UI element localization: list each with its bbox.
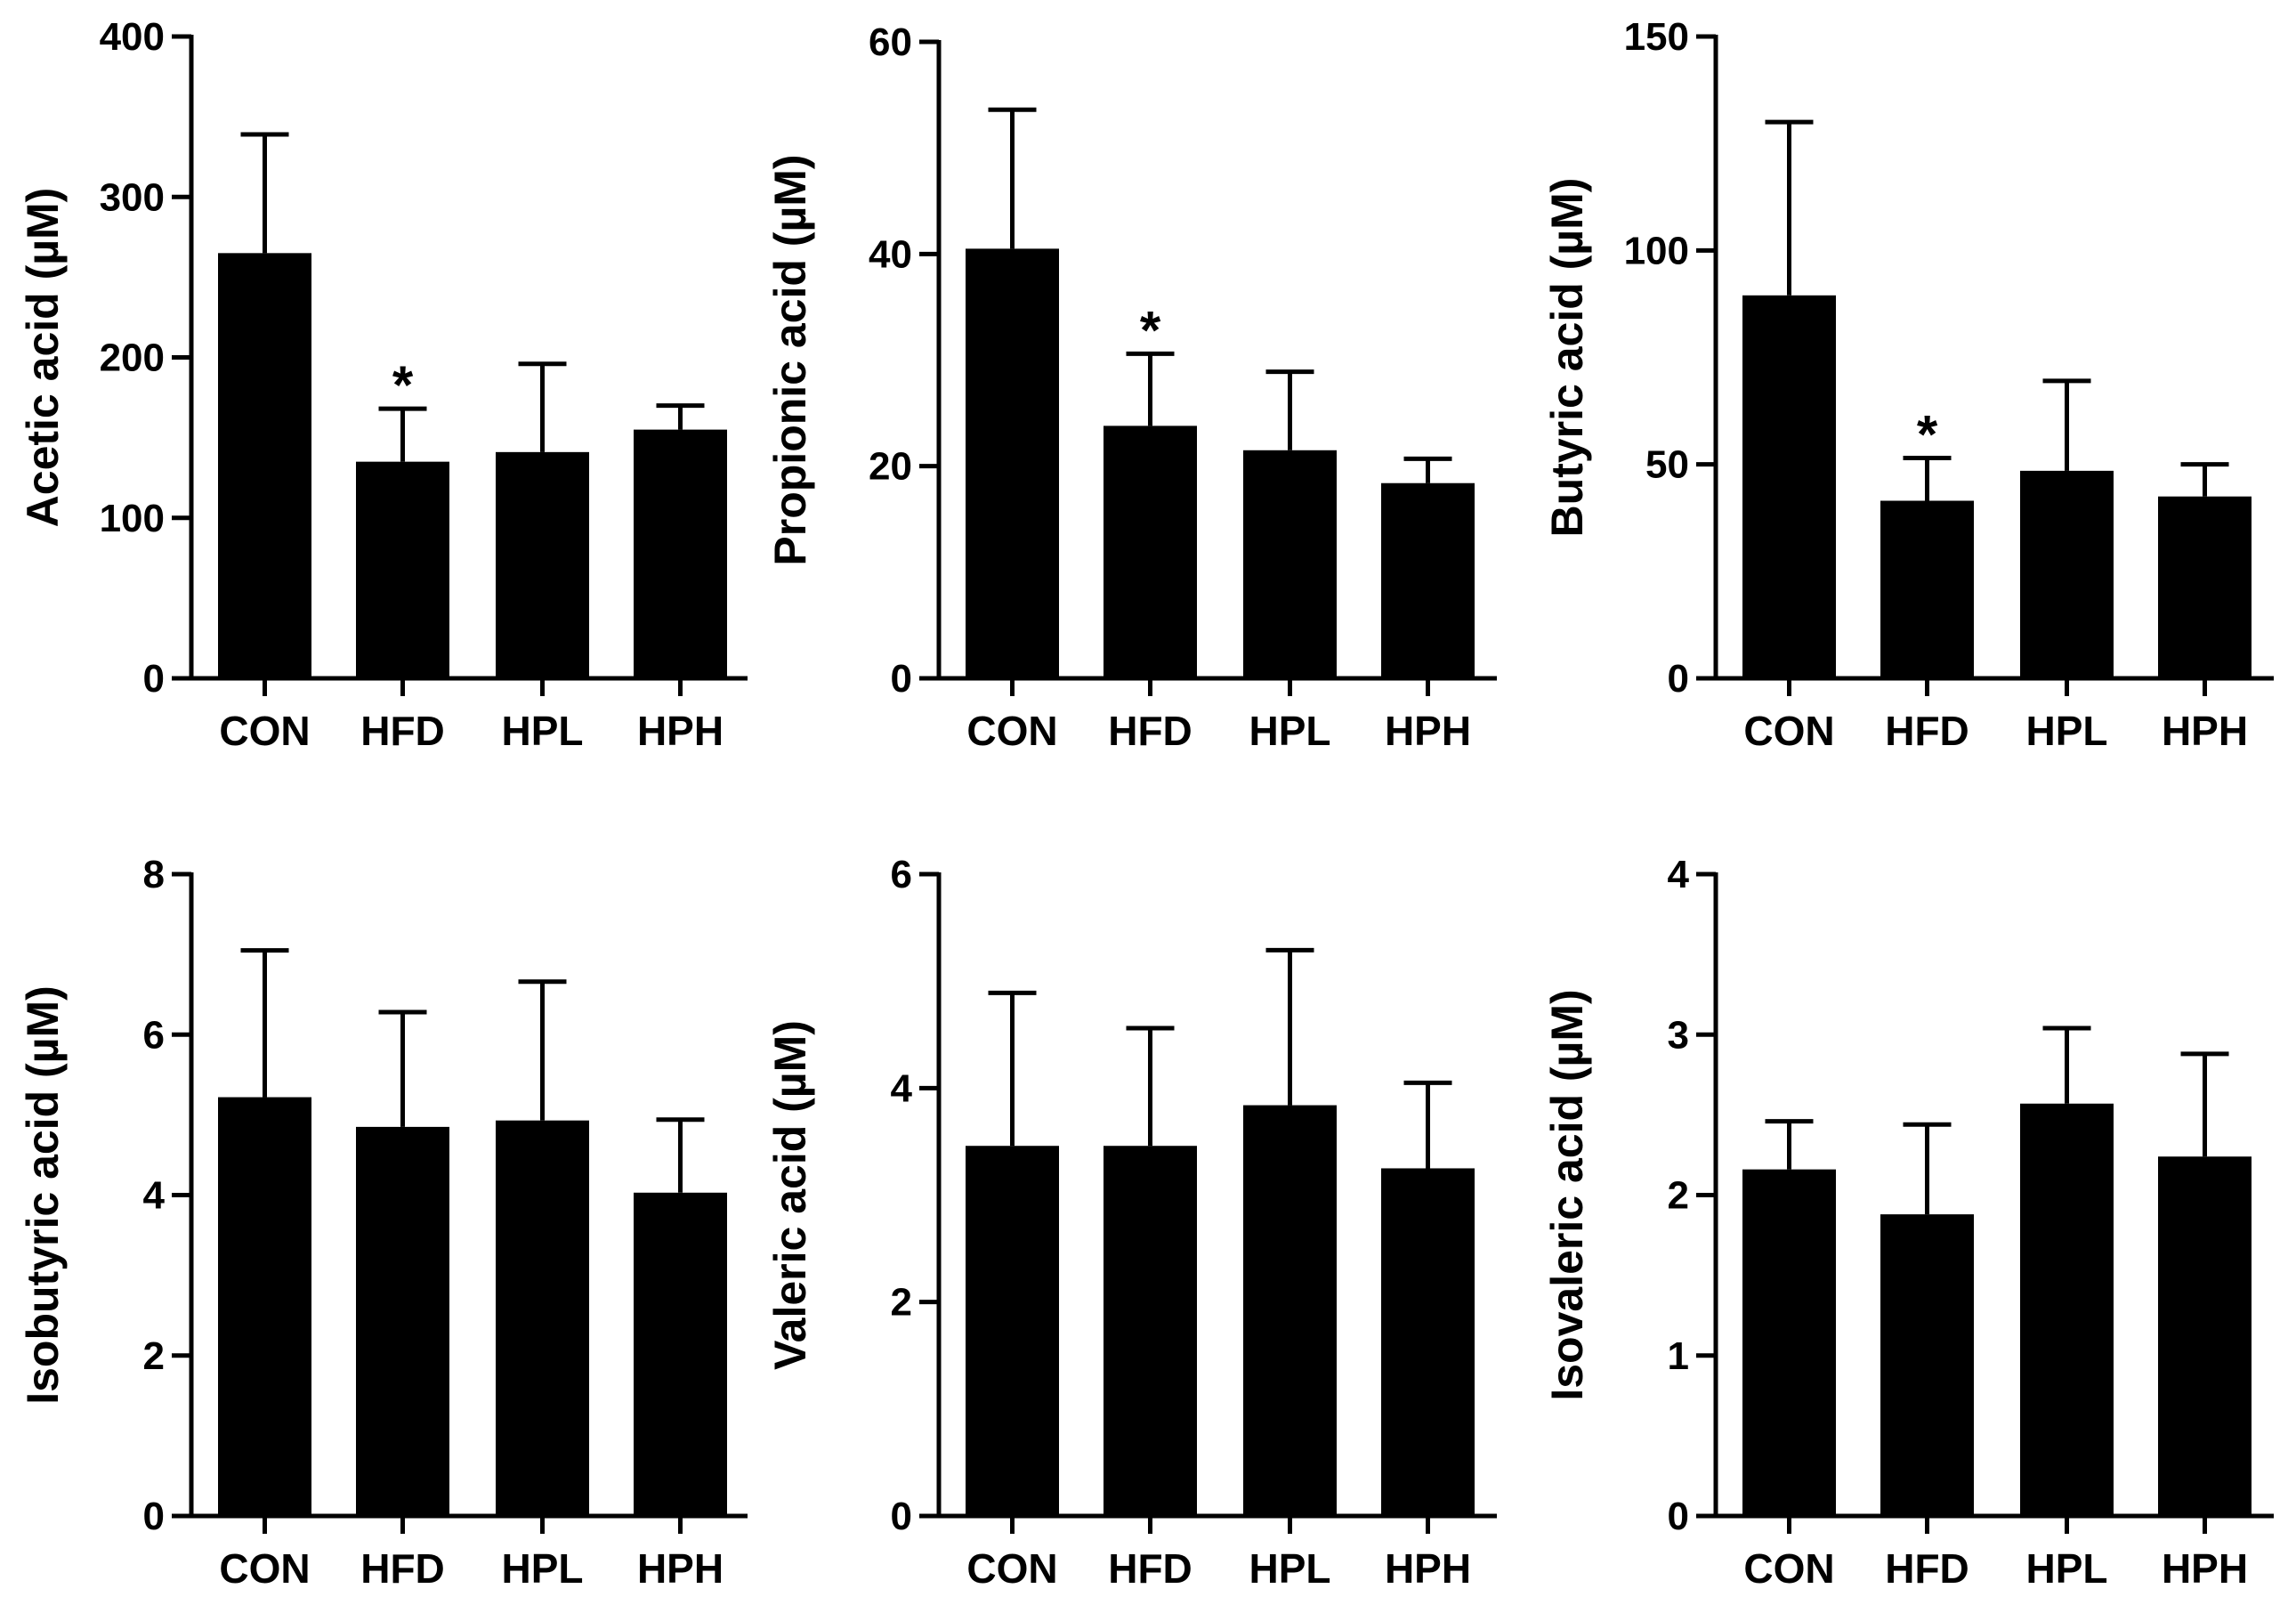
- x-tick-label-hpl: HPL: [502, 1545, 584, 1592]
- y-tick-label: 8: [143, 853, 165, 896]
- y-axis-title: Propionic acid (µM): [765, 154, 815, 565]
- y-tick-label: 2: [891, 1281, 912, 1325]
- bar-hph: [2158, 1156, 2252, 1516]
- y-tick-label: 6: [143, 1013, 165, 1057]
- x-tick-label-hpl: HPL: [1249, 1545, 1331, 1592]
- y-tick-label: 4: [143, 1174, 166, 1218]
- y-tick-label: 0: [143, 657, 165, 701]
- y-tick-label: 0: [143, 1495, 165, 1538]
- y-tick-label: 4: [891, 1066, 913, 1110]
- y-tick-label: 150: [1624, 15, 1689, 59]
- bar-hfd: [1104, 1146, 1197, 1516]
- bar-hfd: [356, 1126, 449, 1516]
- x-tick-label-hpl: HPL: [502, 708, 584, 754]
- bar-hph: [1381, 482, 1475, 678]
- y-axis-title: Isobutyric acid (µM): [18, 985, 68, 1405]
- x-tick-label-hfd: HFD: [360, 1545, 445, 1592]
- bar-con: [1742, 295, 1836, 678]
- y-axis-title: Acetic acid (µM): [18, 188, 68, 528]
- y-tick-label: 50: [1645, 443, 1689, 487]
- bar-hph: [634, 1192, 727, 1516]
- bar-hfd: [1880, 500, 1974, 678]
- x-tick-label-hph: HPH: [637, 708, 724, 754]
- bar-hpl: [2020, 1103, 2114, 1516]
- x-tick-label-hph: HPH: [637, 1545, 724, 1592]
- y-tick-label: 1: [1668, 1334, 1689, 1378]
- bar-hph: [1381, 1168, 1475, 1516]
- x-tick-label-con: CON: [219, 708, 310, 754]
- x-tick-label-hfd: HFD: [1885, 708, 1969, 754]
- x-tick-label-con: CON: [966, 708, 1057, 754]
- x-tick-label-hph: HPH: [2162, 1545, 2248, 1592]
- y-axis-title: Butyric acid (µM): [1542, 178, 1592, 538]
- y-tick-label: 100: [100, 497, 165, 540]
- bar-hpl: [2020, 470, 2114, 678]
- x-tick-label-con: CON: [1743, 708, 1834, 754]
- y-tick-label: 100: [1624, 229, 1689, 272]
- y-tick-label: 40: [869, 232, 912, 276]
- bar-con: [218, 1097, 311, 1516]
- x-tick-label-hfd: HFD: [1108, 708, 1192, 754]
- chart-panel-6: CON HFD HPL HPH 0 1 2 3 4 Isovaleric acid (µM): [1542, 853, 2274, 1592]
- y-tick-label: 3: [1668, 1013, 1689, 1057]
- y-tick-label: 0: [891, 1495, 912, 1538]
- y-tick-label: 400: [100, 15, 165, 59]
- chart-panel-4: CON HFD HPL HPH 0 2 4 6 8 Isobutyric acid (µM): [18, 853, 748, 1592]
- x-tick-label-hpl: HPL: [2026, 1545, 2108, 1592]
- y-tick-label: 60: [869, 20, 912, 64]
- x-tick-label-hfd: HFD: [1885, 1545, 1969, 1592]
- chart-panel-1: CON * HFD HPL HPH 0 100 200 300 400 Acetic acid (µ…: [18, 15, 748, 754]
- y-tick-label: 6: [891, 853, 912, 896]
- significance-mark: *: [392, 355, 414, 415]
- y-tick-label: 2: [143, 1334, 165, 1378]
- x-tick-label-hpl: HPL: [2026, 708, 2108, 754]
- bar-con: [966, 1146, 1059, 1516]
- x-tick-label-hph: HPH: [1385, 708, 1471, 754]
- bar-con: [1742, 1169, 1836, 1516]
- chart-panel-3: CON * HFD HPL HPH 0 50 100 150 Butyric acid (µM): [1542, 15, 2274, 754]
- x-tick-label-hph: HPH: [1385, 1545, 1471, 1592]
- y-tick-label: 20: [869, 445, 912, 489]
- y-tick-label: 4: [1668, 853, 1690, 896]
- y-tick-label: 2: [1668, 1174, 1689, 1218]
- bar-hpl: [496, 451, 589, 678]
- bar-hph: [2158, 496, 2252, 678]
- bar-hpl: [496, 1120, 589, 1516]
- bar-hpl: [1243, 450, 1337, 678]
- x-tick-label-con: CON: [219, 1545, 310, 1592]
- bar-con: [966, 248, 1059, 678]
- bar-hph: [634, 429, 727, 678]
- y-tick-label: 0: [891, 657, 912, 701]
- x-tick-label-hph: HPH: [2162, 708, 2248, 754]
- bar-hfd: [1104, 426, 1197, 678]
- bar-con: [218, 253, 311, 678]
- bar-hfd: [1880, 1214, 1974, 1516]
- chart-panel-5: CON HFD HPL HPH 0 2 4 6 Valeric acid (µM): [765, 853, 1497, 1592]
- y-tick-label: 0: [1668, 657, 1689, 701]
- bar-hpl: [1243, 1105, 1337, 1516]
- y-axis-title: Isovaleric acid (µM): [1542, 989, 1592, 1400]
- x-tick-label-hfd: HFD: [360, 708, 445, 754]
- x-tick-label-hpl: HPL: [1249, 708, 1331, 754]
- chart-panel-2: CON * HFD HPL HPH 0 20 40 60 Propionic acid (µM): [765, 20, 1497, 754]
- significance-mark: *: [1917, 404, 1938, 464]
- y-tick-label: 0: [1668, 1495, 1689, 1538]
- y-tick-label: 300: [100, 175, 165, 219]
- x-tick-label-hfd: HFD: [1108, 1545, 1192, 1592]
- bar-hfd: [356, 461, 449, 678]
- significance-mark: *: [1140, 300, 1161, 360]
- y-axis-title: Valeric acid (µM): [765, 1020, 815, 1370]
- x-tick-label-con: CON: [1743, 1545, 1834, 1592]
- y-tick-label: 200: [100, 336, 165, 380]
- x-tick-label-con: CON: [966, 1545, 1057, 1592]
